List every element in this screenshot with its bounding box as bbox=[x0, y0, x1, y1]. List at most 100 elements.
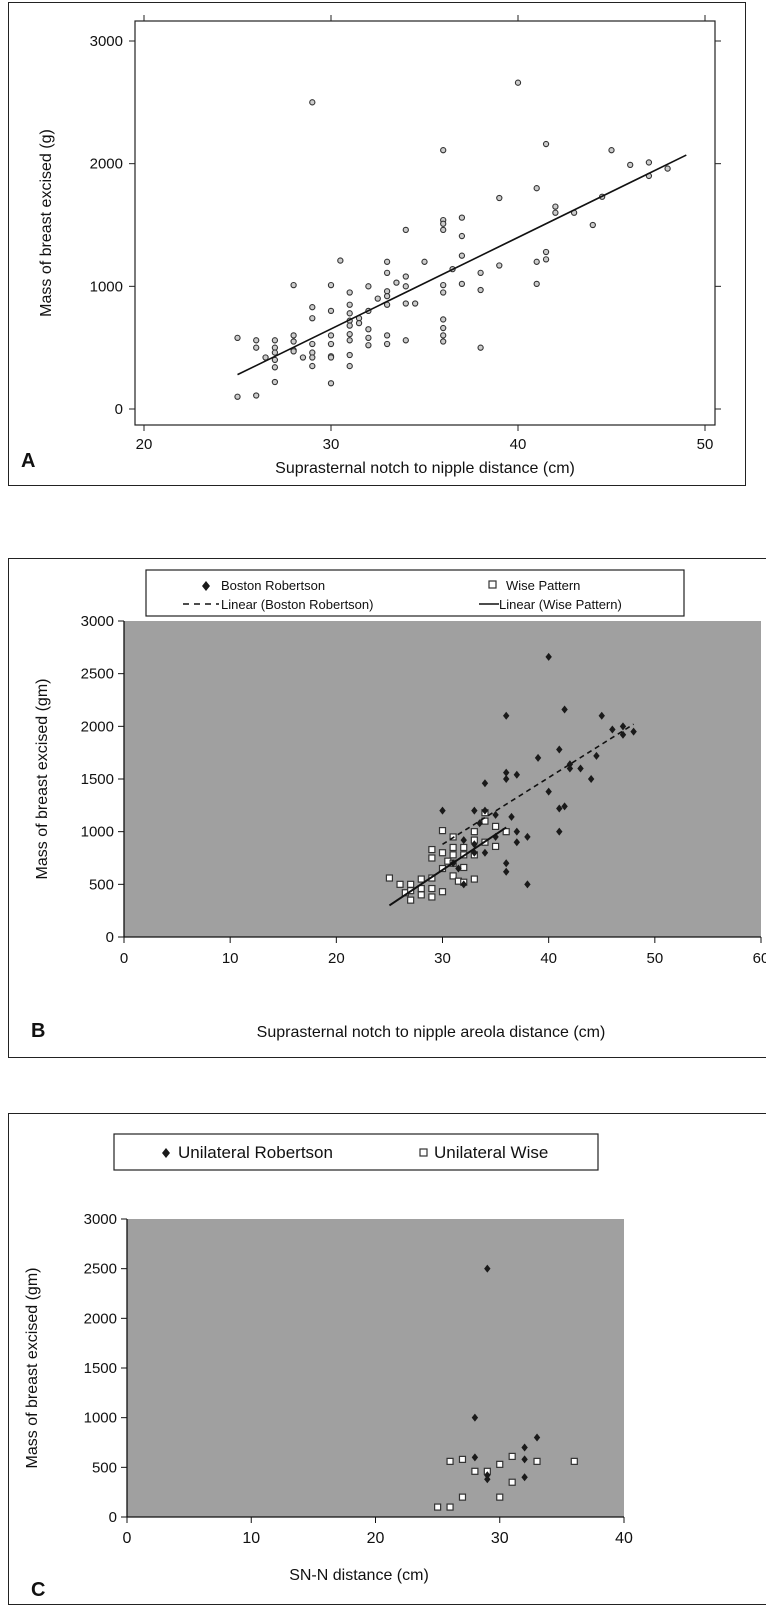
b-x-tick-label: 40 bbox=[540, 950, 557, 967]
c-wise-point bbox=[446, 1503, 454, 1511]
c-robertson-point bbox=[533, 1433, 541, 1442]
b-y-tick-label: 2500 bbox=[81, 666, 114, 683]
b-boston-point bbox=[598, 711, 605, 720]
a-data-point bbox=[440, 147, 447, 154]
a-data-point bbox=[440, 281, 447, 289]
c-plot-area bbox=[127, 1219, 624, 1517]
b-boston-point bbox=[556, 827, 563, 836]
a-data-point bbox=[533, 258, 540, 265]
b-boston-point bbox=[471, 806, 478, 815]
b-boston-point bbox=[534, 753, 542, 762]
a-data-point bbox=[440, 332, 447, 339]
a-y-tick-label: 2000 bbox=[90, 156, 123, 173]
a-x-tick-label: 30 bbox=[323, 436, 340, 453]
c-wise-point bbox=[570, 1457, 578, 1465]
a-data-point bbox=[542, 248, 550, 256]
a-data-point bbox=[271, 378, 279, 386]
b-boston-point bbox=[455, 864, 462, 873]
c-wise-point bbox=[508, 1452, 516, 1461]
b-wise-point bbox=[407, 880, 415, 888]
c-wise-point bbox=[508, 1478, 516, 1486]
a-data-point bbox=[533, 280, 540, 288]
b-boston-point bbox=[593, 751, 600, 760]
a-data-point bbox=[309, 354, 316, 361]
a-data-point bbox=[253, 392, 260, 399]
b-legend-boston: Boston Robertson bbox=[221, 578, 325, 593]
a-data-point bbox=[477, 344, 484, 351]
b-wise-point bbox=[449, 872, 457, 880]
b-boston-point bbox=[561, 802, 568, 811]
a-data-point bbox=[309, 315, 316, 322]
b-wise-point bbox=[449, 843, 457, 852]
b-wise-fit-line bbox=[388, 826, 507, 907]
b-boston-point bbox=[460, 836, 467, 845]
b-y-tick-label: 1500 bbox=[81, 771, 114, 788]
a-data-point bbox=[365, 334, 372, 342]
b-y-tick-label: 500 bbox=[89, 876, 114, 893]
b-wise-point bbox=[460, 863, 468, 872]
c-y-tick-label: 2500 bbox=[84, 1261, 117, 1278]
a-data-point bbox=[271, 364, 279, 371]
a-data-point bbox=[458, 214, 466, 221]
a-data-point bbox=[290, 338, 297, 345]
a-data-point bbox=[552, 209, 559, 216]
a-x-tick-label: 50 bbox=[697, 436, 714, 453]
b-wise-point bbox=[470, 828, 478, 836]
c-y-tick-label: 3000 bbox=[84, 1211, 117, 1228]
b-x-tick-label: 0 bbox=[120, 950, 128, 967]
a-data-point bbox=[309, 362, 316, 370]
a-y-tick-label: 0 bbox=[115, 401, 123, 418]
a-data-point bbox=[533, 185, 540, 192]
a-data-point bbox=[440, 316, 447, 323]
a-data-point bbox=[374, 295, 381, 302]
chart-c-svg: Unilateral Robertson Unilateral Wise 0 10… bbox=[24, 1133, 633, 1601]
b-boston-point bbox=[630, 727, 637, 736]
b-boston-point bbox=[566, 764, 574, 773]
c-y-tick-label: 2000 bbox=[84, 1310, 117, 1327]
a-data-point bbox=[402, 300, 409, 307]
b-x-tick-label: 30 bbox=[434, 950, 451, 967]
a-x-tick-label: 20 bbox=[136, 436, 153, 453]
a-data-point bbox=[309, 99, 316, 106]
a-data-point bbox=[402, 283, 409, 290]
b-boston-point bbox=[561, 705, 568, 714]
a-data-point bbox=[440, 324, 447, 332]
a-data-point bbox=[645, 159, 653, 166]
b-wise-point bbox=[417, 875, 425, 883]
b-y-tick-label: 2000 bbox=[81, 718, 114, 735]
a-data-point bbox=[402, 273, 409, 280]
b-boston-point bbox=[503, 711, 510, 720]
b-legend-wise: Wise Pattern bbox=[506, 578, 580, 593]
b-boston-fit-line bbox=[442, 723, 635, 845]
c-x-tick-label: 10 bbox=[242, 1530, 260, 1547]
a-x-axis-title: Suprasternal notch to nipple distance (c… bbox=[275, 460, 575, 477]
a-data-point bbox=[253, 337, 260, 344]
a-data-point bbox=[627, 161, 634, 169]
a-data-point bbox=[337, 257, 344, 264]
b-boston-point bbox=[481, 806, 489, 815]
b-wise-point bbox=[385, 874, 394, 882]
b-boston-point bbox=[619, 722, 627, 731]
b-boston-point bbox=[545, 787, 552, 796]
b-wise-point bbox=[417, 891, 425, 899]
a-data-point bbox=[327, 307, 335, 315]
c-wise-point bbox=[458, 1493, 467, 1501]
b-wise-point bbox=[491, 822, 500, 830]
c-legend-wise: Unilateral Wise bbox=[434, 1143, 548, 1162]
c-y-tick-label: 1000 bbox=[84, 1410, 117, 1427]
b-boston-point bbox=[503, 859, 510, 868]
a-data-point bbox=[327, 380, 335, 387]
a-data-point bbox=[402, 226, 409, 234]
a-data-point bbox=[309, 340, 316, 348]
a-data-point bbox=[664, 165, 671, 172]
a-data-point bbox=[290, 281, 297, 289]
chart-a-svg: 20 30 40 50 0 1000 2000 3000 Mass of breast exc… bbox=[21, 15, 721, 477]
a-data-point bbox=[271, 356, 279, 364]
a-data-point bbox=[346, 337, 353, 344]
b-boston-point bbox=[556, 745, 563, 754]
a-x-tick-label: 40 bbox=[510, 436, 527, 453]
a-data-point bbox=[542, 140, 550, 148]
b-boston-point bbox=[471, 840, 478, 849]
c-panel-letter: C bbox=[31, 1579, 45, 1601]
c-y-tick-label: 1500 bbox=[84, 1360, 117, 1377]
